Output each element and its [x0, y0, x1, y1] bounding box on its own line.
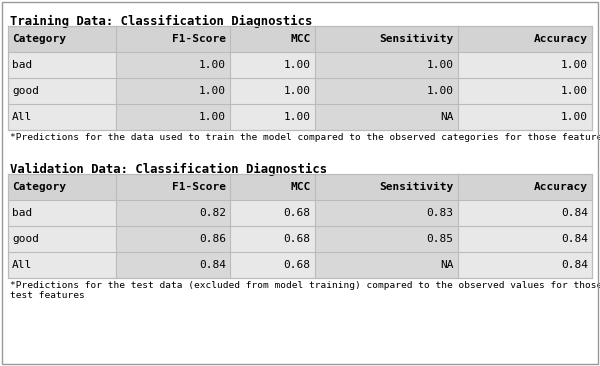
Bar: [230, 78, 314, 104]
Bar: [8, 200, 116, 226]
Text: good: good: [12, 234, 39, 244]
Text: Sensitivity: Sensitivity: [379, 182, 454, 192]
Bar: [314, 104, 458, 130]
Bar: [458, 52, 592, 78]
Text: Training Data: Classification Diagnostics: Training Data: Classification Diagnostic…: [10, 14, 313, 27]
Bar: [116, 174, 230, 200]
Bar: [8, 174, 116, 200]
Bar: [458, 104, 592, 130]
Bar: [458, 174, 592, 200]
Text: 0.85: 0.85: [427, 234, 454, 244]
Bar: [116, 104, 230, 130]
Bar: [116, 200, 230, 226]
Text: NA: NA: [440, 260, 454, 270]
Text: All: All: [12, 112, 32, 122]
Bar: [8, 226, 116, 252]
Text: F1-Score: F1-Score: [172, 34, 226, 44]
Text: 0.84: 0.84: [199, 260, 226, 270]
Text: 0.84: 0.84: [561, 234, 588, 244]
Bar: [116, 226, 230, 252]
Text: 1.00: 1.00: [199, 86, 226, 96]
Text: MCC: MCC: [290, 182, 311, 192]
Text: bad: bad: [12, 60, 32, 70]
Text: NA: NA: [440, 112, 454, 122]
Bar: [458, 26, 592, 52]
Text: 1.00: 1.00: [284, 86, 311, 96]
Text: 0.84: 0.84: [561, 260, 588, 270]
Bar: [8, 252, 116, 278]
Bar: [314, 26, 458, 52]
Bar: [230, 174, 314, 200]
Bar: [230, 52, 314, 78]
Text: 1.00: 1.00: [561, 86, 588, 96]
Bar: [116, 78, 230, 104]
Text: *Predictions for the test data (excluded from model training) compared to the ob: *Predictions for the test data (excluded…: [10, 281, 600, 300]
Bar: [230, 26, 314, 52]
Text: 0.86: 0.86: [199, 234, 226, 244]
Text: 0.84: 0.84: [561, 208, 588, 218]
Bar: [8, 52, 116, 78]
Bar: [230, 252, 314, 278]
Bar: [458, 200, 592, 226]
Bar: [314, 174, 458, 200]
Text: All: All: [12, 260, 32, 270]
Text: 1.00: 1.00: [427, 60, 454, 70]
Text: bad: bad: [12, 208, 32, 218]
Bar: [8, 104, 116, 130]
Text: F1-Score: F1-Score: [172, 182, 226, 192]
Text: 1.00: 1.00: [427, 86, 454, 96]
Bar: [8, 26, 116, 52]
Bar: [314, 252, 458, 278]
Text: MCC: MCC: [290, 34, 311, 44]
Bar: [314, 52, 458, 78]
Bar: [458, 226, 592, 252]
Text: Accuracy: Accuracy: [534, 182, 588, 192]
Text: 1.00: 1.00: [561, 60, 588, 70]
Text: *Predictions for the data used to train the model compared to the observed categ: *Predictions for the data used to train …: [10, 133, 600, 142]
Text: 1.00: 1.00: [199, 112, 226, 122]
Text: 0.68: 0.68: [284, 208, 311, 218]
Text: Validation Data: Classification Diagnostics: Validation Data: Classification Diagnost…: [10, 163, 327, 176]
Text: Accuracy: Accuracy: [534, 34, 588, 44]
Text: 0.68: 0.68: [284, 260, 311, 270]
Text: Sensitivity: Sensitivity: [379, 34, 454, 44]
Text: 1.00: 1.00: [199, 60, 226, 70]
Bar: [8, 174, 592, 278]
Text: 0.83: 0.83: [427, 208, 454, 218]
Bar: [116, 252, 230, 278]
Text: 1.00: 1.00: [561, 112, 588, 122]
Bar: [116, 52, 230, 78]
Bar: [314, 226, 458, 252]
Bar: [314, 78, 458, 104]
Bar: [314, 200, 458, 226]
Text: good: good: [12, 86, 39, 96]
Bar: [116, 26, 230, 52]
Bar: [458, 252, 592, 278]
Text: Category: Category: [12, 182, 66, 192]
Text: 1.00: 1.00: [284, 60, 311, 70]
Bar: [230, 200, 314, 226]
Text: Category: Category: [12, 34, 66, 44]
Bar: [458, 78, 592, 104]
Bar: [230, 226, 314, 252]
Text: 0.68: 0.68: [284, 234, 311, 244]
Text: 1.00: 1.00: [284, 112, 311, 122]
Bar: [230, 104, 314, 130]
Bar: [8, 26, 592, 130]
Text: 0.82: 0.82: [199, 208, 226, 218]
Bar: [8, 78, 116, 104]
